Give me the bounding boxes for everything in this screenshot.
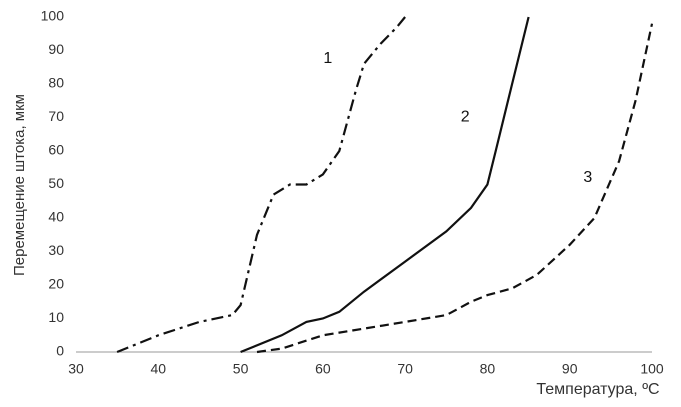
series-label: 1 <box>323 50 332 67</box>
x-axis-label: Температура, ºC <box>536 381 659 398</box>
series-line <box>116 16 406 354</box>
x-tick-label: 60 <box>315 361 331 377</box>
y-tick-label: 0 <box>56 343 64 359</box>
y-axis-label: Перемещение штока, мкм <box>11 94 28 276</box>
x-tick-label: 30 <box>68 361 84 377</box>
y-tick-label: 20 <box>48 276 64 292</box>
y-tick-label: 40 <box>48 209 64 225</box>
x-tick-label: 90 <box>562 361 578 377</box>
x-tick-label: 70 <box>397 361 413 377</box>
series-line <box>256 23 654 354</box>
series-label: 3 <box>583 169 592 186</box>
y-tick-label: 60 <box>48 142 64 158</box>
y-tick-label: 10 <box>48 309 64 325</box>
x-tick-label: 100 <box>640 361 664 377</box>
y-tick-label: 30 <box>48 242 64 258</box>
x-tick-label: 50 <box>233 361 249 377</box>
y-tick-label: 80 <box>48 75 64 91</box>
series-label: 2 <box>461 109 470 126</box>
y-tick-label: 70 <box>48 108 64 124</box>
y-tick-label: 50 <box>48 175 64 191</box>
x-tick-label: 80 <box>480 361 496 377</box>
x-tick-label: 40 <box>150 361 166 377</box>
y-tick-label: 100 <box>41 8 65 24</box>
y-tick-label: 90 <box>48 41 64 57</box>
series-line <box>240 16 530 354</box>
